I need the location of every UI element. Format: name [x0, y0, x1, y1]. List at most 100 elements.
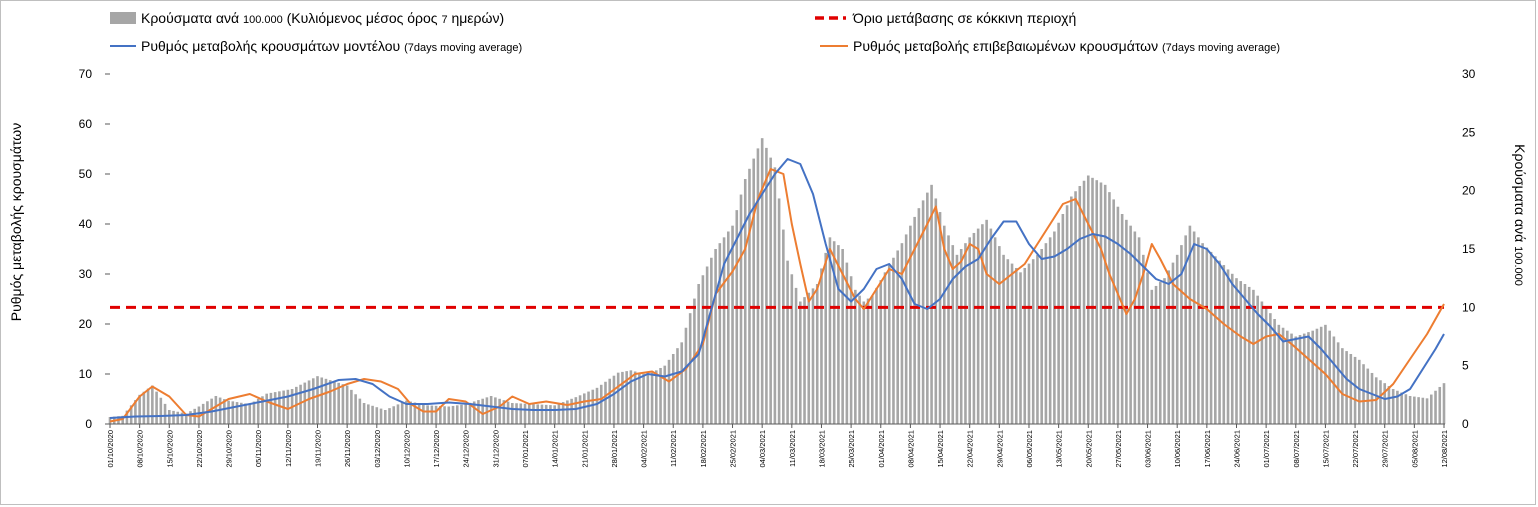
case-bar — [515, 403, 518, 424]
case-bar — [172, 410, 175, 424]
case-bar — [959, 249, 963, 424]
x-tick-label: 29/10/2020 — [225, 430, 234, 468]
case-bar — [532, 404, 535, 424]
case-bar — [345, 385, 349, 424]
case-bar — [367, 404, 370, 424]
case-bar — [1302, 333, 1306, 424]
case-bar — [1408, 396, 1412, 424]
case-bar — [782, 229, 785, 424]
case-bar — [883, 272, 887, 424]
case-bar — [1319, 326, 1323, 424]
case-bar — [269, 392, 273, 424]
case-bar — [1281, 327, 1285, 424]
case-bar — [455, 405, 459, 424]
case-bar — [163, 403, 167, 424]
case-bar — [1053, 231, 1056, 424]
case-bar — [265, 393, 268, 424]
case-bar — [540, 404, 544, 424]
x-tick-label: 29/04/2021 — [995, 430, 1004, 468]
case-bar — [256, 398, 260, 424]
case-bar — [756, 148, 760, 424]
case-bar — [1311, 330, 1315, 424]
case-bar — [426, 405, 429, 424]
x-tick-label: 21/01/2021 — [580, 430, 589, 468]
case-bar — [820, 268, 823, 424]
case-bar — [722, 237, 726, 424]
case-bar — [773, 167, 777, 425]
case-bar — [180, 412, 184, 424]
case-bar — [184, 413, 188, 424]
case-bar — [748, 168, 751, 424]
case-bar — [1099, 182, 1103, 424]
case-bar — [892, 257, 895, 424]
case-bar — [248, 404, 252, 424]
case-bar — [1014, 267, 1018, 424]
case-bar — [625, 371, 628, 424]
case-bar — [934, 198, 938, 424]
x-tick-label: 24/06/2021 — [1232, 430, 1241, 468]
case-bar — [371, 405, 374, 424]
y-right-tick-label: 5 — [1462, 359, 1469, 373]
x-tick-label: 17/12/2020 — [432, 430, 441, 468]
case-bar — [849, 276, 853, 424]
case-bar — [837, 245, 840, 424]
case-bar — [383, 410, 387, 424]
case-bar — [777, 198, 781, 424]
case-bar — [650, 372, 654, 424]
case-bar — [1252, 289, 1255, 424]
case-bar — [502, 400, 506, 424]
case-bar — [824, 252, 828, 424]
case-bar — [710, 257, 713, 424]
case-bar — [1429, 394, 1433, 424]
case-bar — [1315, 328, 1319, 424]
case-bar — [494, 397, 497, 424]
case-bar — [1413, 396, 1416, 424]
case-bar — [1175, 254, 1179, 424]
x-tick-label: 27/05/2021 — [1114, 430, 1123, 468]
case-bar — [663, 365, 667, 424]
case-bar — [739, 194, 743, 424]
y-right-tick-label: 10 — [1462, 300, 1476, 314]
legend-bars-label: Κρούσματα ανά 100.000 (Κυλιόμενος μέσος … — [141, 10, 504, 26]
case-bar — [460, 404, 463, 424]
case-bar — [155, 391, 158, 424]
legend-model-label: Ρυθμός μεταβολής κρουσμάτων μοντέλου (7d… — [141, 38, 522, 54]
x-tick-label: 15/04/2021 — [936, 430, 945, 468]
case-bar — [176, 411, 180, 424]
case-bar — [684, 327, 688, 424]
case-bar — [786, 260, 789, 424]
case-bar — [583, 393, 586, 424]
case-bar — [1197, 237, 1200, 424]
x-tick-label: 03/06/2021 — [1144, 430, 1153, 468]
x-tick-label: 12/11/2020 — [284, 430, 293, 467]
case-bar — [1163, 278, 1166, 424]
case-bar — [1370, 372, 1374, 424]
x-tick-label: 17/06/2021 — [1203, 430, 1212, 468]
case-bar — [1078, 186, 1082, 424]
case-bar — [261, 396, 264, 424]
case-bar — [1184, 235, 1187, 424]
case-bar — [235, 402, 239, 424]
x-tick-label: 11/03/2021 — [788, 430, 797, 467]
case-bar — [1442, 383, 1446, 424]
case-bar — [913, 216, 916, 424]
y-right-tick-label: 25 — [1462, 125, 1476, 139]
case-bar — [464, 404, 468, 424]
case-bar — [523, 403, 527, 424]
case-bar — [629, 370, 633, 424]
case-bar — [866, 298, 870, 424]
case-bar — [1379, 380, 1382, 424]
x-tick-label: 28/01/2021 — [610, 430, 619, 468]
case-bar — [388, 408, 391, 424]
case-bar — [1010, 263, 1014, 424]
case-bar — [1091, 177, 1094, 424]
case-bar — [328, 380, 332, 424]
case-bar — [1404, 394, 1408, 424]
case-bar — [731, 225, 734, 424]
case-bar — [616, 372, 620, 424]
case-bar — [434, 405, 438, 424]
case-bar — [1048, 237, 1052, 424]
case-bar — [815, 284, 819, 424]
x-tick-label: 10/06/2021 — [1173, 430, 1182, 468]
case-bar — [417, 403, 421, 424]
